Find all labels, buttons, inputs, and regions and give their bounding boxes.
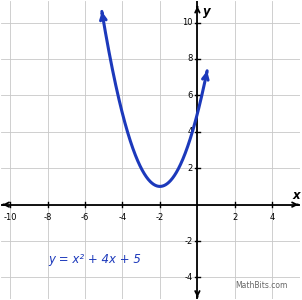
Text: -6: -6 [81,213,89,222]
Text: MathBits.com: MathBits.com [235,281,287,290]
Text: -4: -4 [185,273,193,282]
Text: 4: 4 [270,213,275,222]
Text: -8: -8 [43,213,52,222]
Text: y = x² + 4x + 5: y = x² + 4x + 5 [48,253,141,266]
Text: y: y [203,5,210,18]
Text: -2: -2 [156,213,164,222]
Text: 6: 6 [187,91,193,100]
Text: 2: 2 [232,213,237,222]
Text: 8: 8 [187,55,193,64]
Text: -2: -2 [185,236,193,245]
Text: -4: -4 [118,213,127,222]
Text: 4: 4 [188,127,193,136]
Text: -10: -10 [3,213,17,222]
Text: 10: 10 [182,18,193,27]
Text: x: x [293,189,300,202]
Text: 2: 2 [188,164,193,173]
